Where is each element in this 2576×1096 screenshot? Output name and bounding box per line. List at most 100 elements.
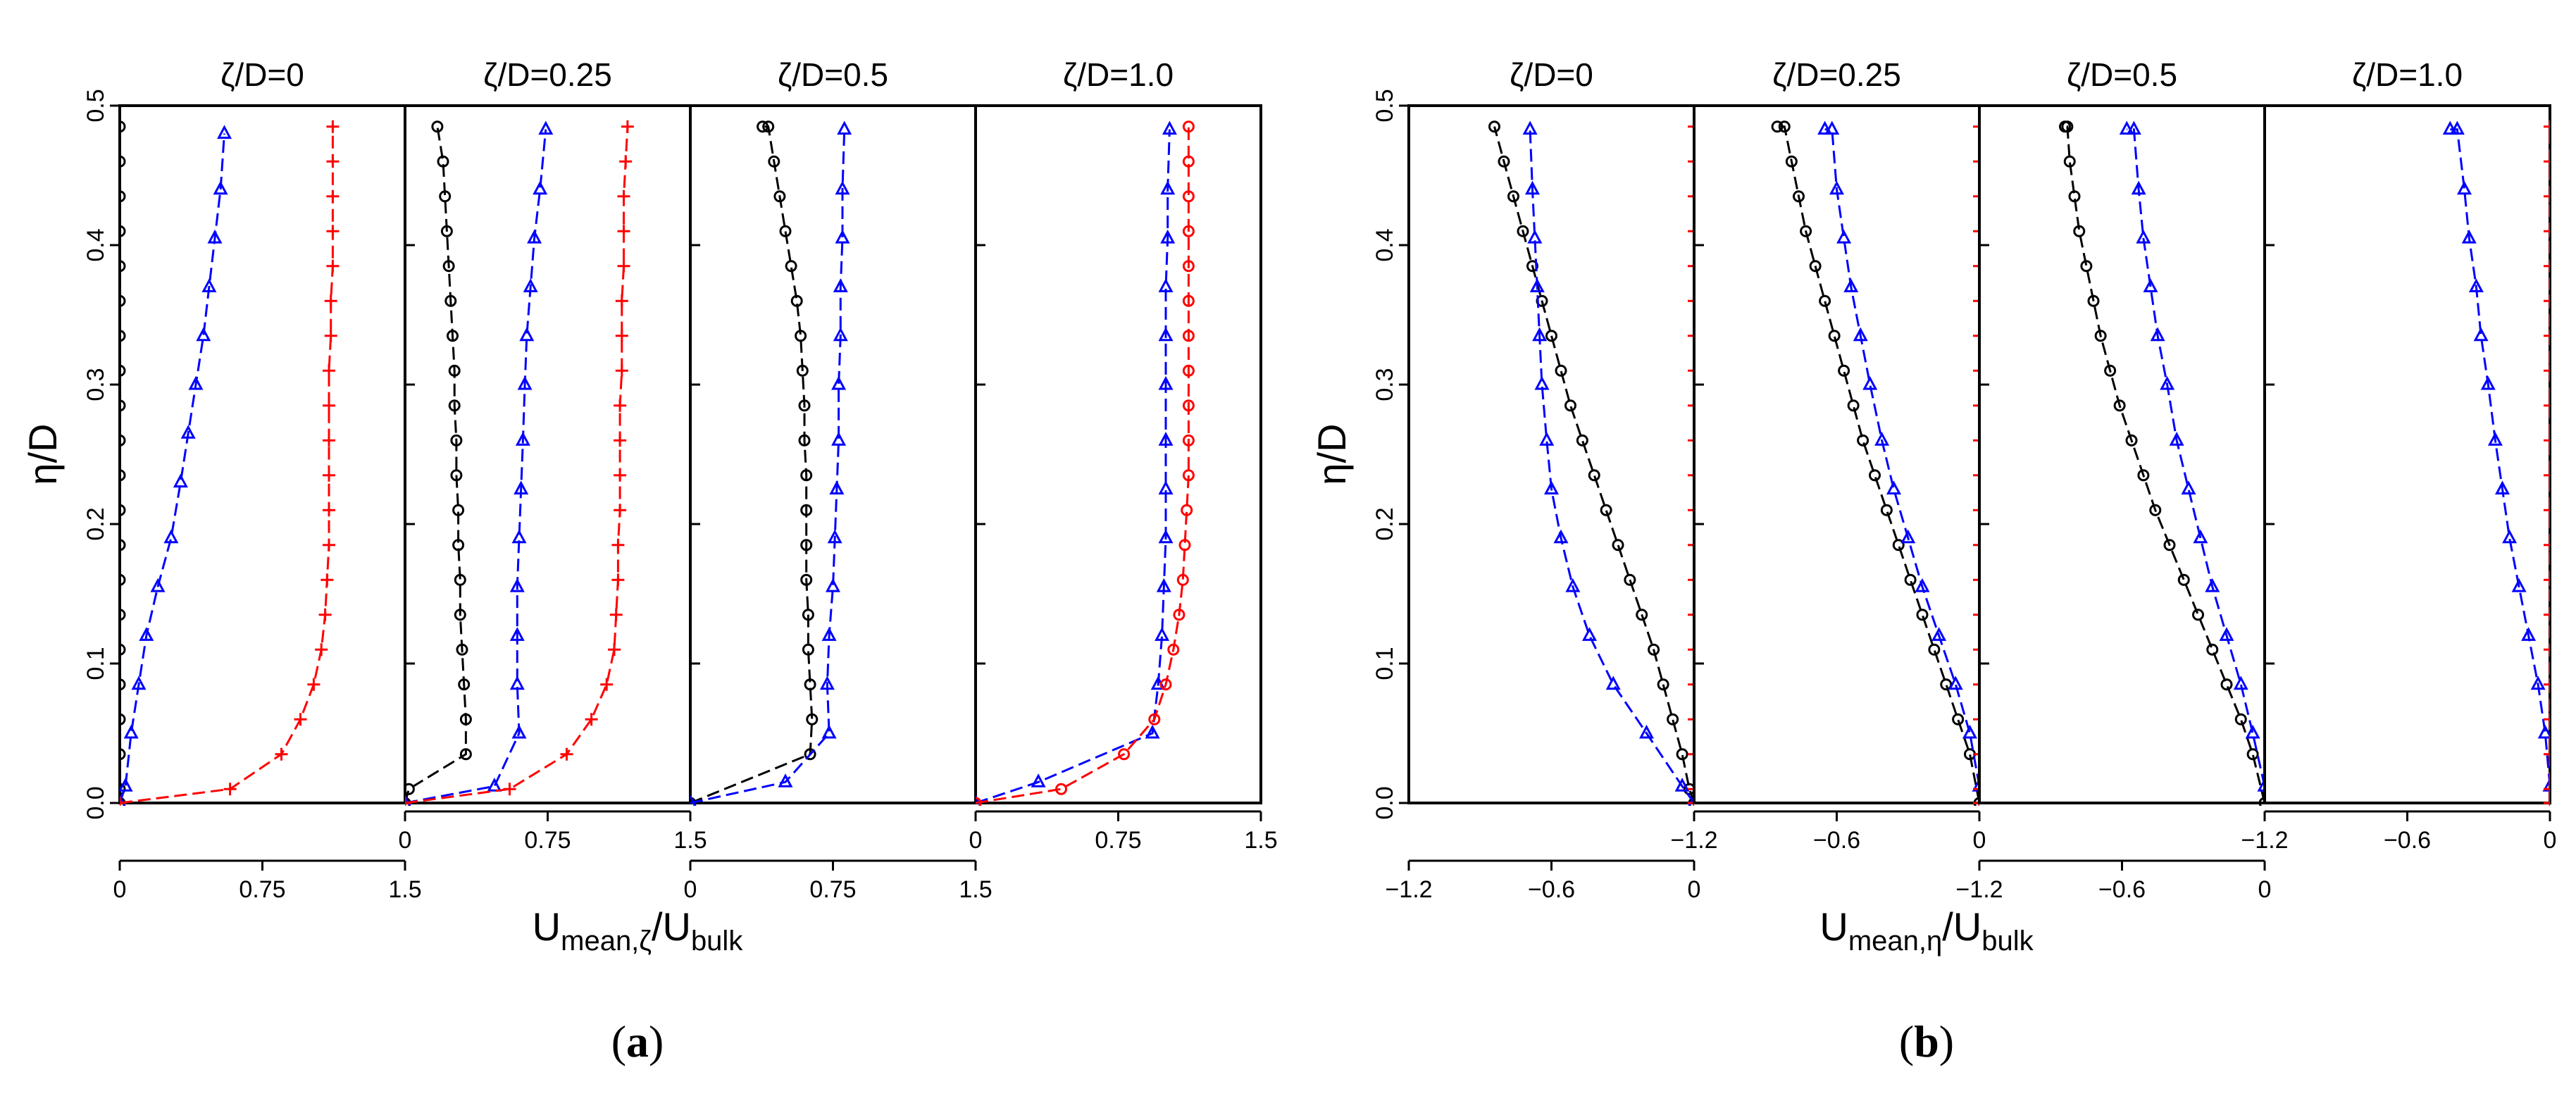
data-point xyxy=(600,678,614,691)
data-point xyxy=(1688,783,1694,796)
series-line-blue xyxy=(120,133,225,804)
y-tick-label: 0.2 xyxy=(1371,507,1398,540)
data-point xyxy=(2544,468,2550,482)
data-point xyxy=(1555,364,1567,377)
x-tick-label: 0.75 xyxy=(239,876,285,903)
data-point xyxy=(1688,364,1694,378)
data-point xyxy=(1973,504,1979,517)
data-point xyxy=(1688,120,1694,133)
data-point xyxy=(1612,539,1624,552)
data-point xyxy=(448,364,461,377)
data-point xyxy=(2125,434,2138,447)
data-point xyxy=(2544,747,2550,761)
data-point xyxy=(1488,120,1500,133)
data-point xyxy=(294,713,307,726)
data-point xyxy=(1838,364,1850,377)
data-point xyxy=(1688,399,1694,412)
data-point xyxy=(1829,180,1844,195)
data-point xyxy=(120,748,126,761)
data-point xyxy=(509,578,525,592)
data-point xyxy=(324,294,337,308)
x-tick-label: −0.6 xyxy=(2098,876,2146,903)
data-point xyxy=(1928,643,1941,656)
data-point xyxy=(1148,713,1161,726)
data-point xyxy=(459,748,472,761)
x-tick-label: 0 xyxy=(399,827,412,854)
x-tick-label: −0.6 xyxy=(2384,827,2431,854)
data-point xyxy=(779,225,792,237)
y-tick-label: 0.3 xyxy=(1371,368,1398,401)
y-tick-label: 0.5 xyxy=(1371,89,1398,122)
data-point xyxy=(533,180,548,195)
data-point xyxy=(585,713,598,726)
data-point xyxy=(2192,609,2204,621)
data-point xyxy=(1539,432,1555,446)
data-point xyxy=(2177,573,2190,586)
x-tick-label: −1.2 xyxy=(1955,876,2003,903)
x-tick-label: 0.75 xyxy=(809,876,856,903)
data-point xyxy=(1688,747,1694,761)
data-point xyxy=(804,748,816,761)
data-point xyxy=(196,327,211,342)
data-point xyxy=(2126,120,2141,135)
data-point xyxy=(454,609,466,621)
data-point xyxy=(778,773,793,787)
series-line-blue xyxy=(2450,128,2550,787)
data-point xyxy=(1182,294,1195,307)
data-point xyxy=(1683,783,1694,795)
data-point xyxy=(1159,678,1172,691)
data-point xyxy=(123,724,139,739)
data-point xyxy=(2087,294,2100,307)
data-point xyxy=(509,675,525,690)
data-point xyxy=(1973,643,1979,656)
data-point xyxy=(831,432,847,446)
data-point xyxy=(1972,778,1979,792)
x-tick-label: 0 xyxy=(113,876,127,903)
data-point xyxy=(444,294,457,307)
data-point xyxy=(437,155,449,168)
data-point xyxy=(1182,399,1195,412)
series-line-black xyxy=(405,126,467,804)
data-point xyxy=(1507,190,1519,203)
data-point xyxy=(1824,120,1840,135)
data-point xyxy=(442,260,455,273)
data-point xyxy=(1843,278,1859,292)
chart-group-a: η/D 0.0 0.1 0.2 0.3 0.4 0.5 ζ/D=0 0 0.75 1.5 ζ/D=0.… xyxy=(20,56,1278,957)
data-point xyxy=(762,120,775,133)
data-point xyxy=(1973,364,1979,378)
data-point xyxy=(326,225,340,238)
data-point xyxy=(2150,327,2165,342)
data-point xyxy=(1676,748,1688,761)
data-point xyxy=(802,643,814,656)
data-point xyxy=(439,190,452,203)
data-point xyxy=(120,120,126,133)
data-point xyxy=(560,747,573,761)
data-point xyxy=(800,573,813,586)
data-point xyxy=(1532,327,1548,342)
series-line-black xyxy=(690,125,814,804)
data-point xyxy=(511,724,527,739)
data-point xyxy=(1828,330,1841,342)
data-point xyxy=(1526,260,1538,273)
subfigure-label-b: (b) xyxy=(1899,1016,1954,1066)
data-point xyxy=(324,329,337,342)
subfigure-label-a: (a) xyxy=(611,1016,664,1066)
data-point xyxy=(2104,364,2117,377)
data-point xyxy=(188,375,204,390)
panel-frame xyxy=(689,104,977,804)
data-point xyxy=(1869,469,1881,482)
data-point xyxy=(139,627,154,641)
data-point xyxy=(2449,120,2465,135)
data-point xyxy=(2544,573,2550,587)
data-point xyxy=(2206,643,2219,656)
panel-title: ζ/D=0.5 xyxy=(778,56,888,93)
data-point xyxy=(150,578,166,592)
data-point xyxy=(2544,434,2550,447)
data-point xyxy=(2544,399,2550,412)
data-point xyxy=(452,504,465,516)
panel-frame xyxy=(404,104,692,804)
data-point xyxy=(768,155,780,168)
data-point xyxy=(1173,609,1186,621)
data-point xyxy=(1688,468,1694,482)
data-point xyxy=(120,434,126,447)
